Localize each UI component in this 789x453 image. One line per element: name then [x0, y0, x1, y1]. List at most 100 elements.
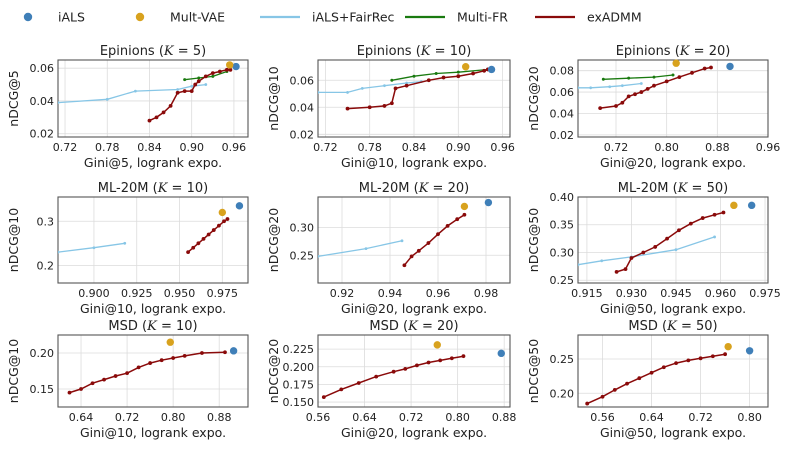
series-point-exadmm	[222, 219, 226, 224]
x-tick-label: 0.960	[705, 287, 737, 300]
title-k-value: 20	[437, 319, 454, 334]
series-point-exadmm	[67, 390, 72, 395]
series-point-exadmm	[382, 104, 387, 108]
chart-panels: 0.72 0.78 0.84 0.90 0.96 0.02 0.04 0.06 Gini@5, …	[6, 44, 781, 440]
title-paren-open: (	[673, 181, 678, 196]
x-tick-label: 0.56	[306, 411, 331, 424]
x-tick-label: 0.64	[69, 411, 94, 424]
series-point-multifr	[627, 76, 631, 80]
x-tick-label: 0.72	[399, 411, 424, 424]
x-tick-label: 0.88	[705, 141, 730, 154]
series-point-exadmm	[441, 75, 446, 80]
x-axis-label: Gini@20, logrank expo.	[600, 155, 746, 170]
series-point-exadmm	[211, 228, 216, 232]
title-k-eq: =	[687, 181, 706, 196]
panel-4: 0.900 0.925 0.950 0.975 0.2 0.3 Gini@10, logra…	[6, 181, 249, 316]
series-point-multifr	[601, 77, 605, 81]
series-point-exadmm	[403, 366, 408, 371]
axes-frame	[57, 59, 249, 138]
x-tick-label: 0.64	[352, 411, 377, 424]
series-point-exadmm	[223, 350, 227, 355]
series-point-exadmm	[455, 217, 460, 222]
x-tick-label: 0.88	[207, 411, 232, 424]
y-axis-label: nDCG@20	[526, 66, 541, 130]
series-point-exadmm	[426, 78, 431, 83]
x-tick-label: 0.950	[164, 287, 196, 300]
series-point-exadmm	[686, 358, 691, 363]
y-tick-label: 0.25	[550, 353, 575, 366]
series-group	[67, 350, 227, 395]
series-point-exadmm	[404, 83, 409, 88]
series-point-exadmm	[402, 263, 407, 268]
series-line-fairrec	[318, 240, 403, 258]
x-tick-label: 0.945	[660, 287, 692, 300]
title-paren-open: (	[153, 181, 158, 196]
series-line-exadmm	[69, 351, 226, 394]
x-tick-label: 0.930	[616, 287, 648, 300]
title-dataset: Epinions	[357, 44, 416, 59]
series-group	[58, 217, 230, 255]
series-point-exadmm	[224, 67, 229, 72]
series-point-exadmm	[677, 75, 682, 80]
title-paren-open: (	[416, 44, 421, 59]
title-paren-close: )	[723, 181, 728, 196]
title-k-eq: =	[418, 319, 437, 334]
y-tick-label: 0.04	[290, 101, 315, 114]
title-k-value: 10	[450, 44, 467, 59]
title-dataset: ML-20M	[618, 181, 673, 196]
series-point-exadmm	[645, 86, 650, 91]
title-k-symbol: K	[679, 44, 691, 59]
panel-9: 0.56 0.64 0.72 0.80 0.20 0.25 Gini@50, logrank…	[526, 319, 769, 440]
series-point-exadmm	[79, 387, 83, 391]
series-point-fairrec	[360, 86, 364, 90]
x-tick-label: 0.975	[749, 287, 781, 300]
multivae-point	[730, 201, 738, 210]
series-point-exadmm	[367, 105, 372, 110]
series-point-exadmm	[136, 365, 141, 370]
series-point-fairrec	[134, 89, 137, 93]
title-k-symbol: K	[677, 181, 689, 196]
x-tick-label: 0.96	[490, 141, 515, 154]
axes-frame	[577, 196, 769, 284]
series-point-exadmm	[148, 361, 153, 365]
series-group	[585, 352, 727, 406]
series-point-multifr	[412, 74, 416, 78]
series-point-exadmm	[200, 351, 204, 355]
title-dataset: MSD	[108, 319, 142, 334]
legend: iALS Mult-VAE iALS+FairRec Multi-FR exADMM	[23, 10, 642, 25]
series-group	[578, 210, 726, 274]
title-k-symbol: K	[666, 319, 678, 334]
multivae-point	[460, 202, 469, 211]
multivae-point	[166, 338, 174, 346]
title-k-symbol: K	[146, 319, 158, 334]
series-point-exadmm	[623, 267, 628, 272]
series-point-exadmm	[191, 245, 196, 250]
title-k-eq: =	[690, 44, 709, 59]
y-tick-label: 0.15	[30, 383, 55, 396]
series-point-exadmm	[661, 365, 666, 370]
series-group	[578, 65, 713, 111]
series-point-fairrec	[589, 86, 593, 90]
y-tick-label: 0.2	[37, 259, 55, 272]
panel-title: ML-20M (K = 10)	[98, 181, 208, 196]
title-k-eq: =	[167, 181, 186, 196]
panel-7: 0.64 0.72 0.80 0.88 0.15 0.20 Gini@10, logrank…	[6, 319, 249, 440]
panel-5: 0.92 0.94 0.96 0.98 0.25 0.30 Gini@20, logrank…	[266, 181, 511, 316]
series-point-exadmm	[339, 387, 344, 392]
x-tick-label: 0.78	[357, 141, 382, 154]
title-paren-open: (	[414, 181, 419, 196]
y-tick-label: 0.175	[283, 378, 315, 391]
series-point-fairrec	[364, 247, 368, 251]
x-axis-label: Gini@20, logrank expo.	[341, 301, 487, 316]
x-tick-label: 0.84	[137, 141, 162, 154]
x-axis-label: Gini@10, logrank expo.	[80, 425, 226, 440]
title-k-symbol: K	[418, 181, 430, 196]
series-point-fairrec	[620, 84, 624, 88]
series-point-exadmm	[171, 356, 176, 360]
series-point-exadmm	[600, 394, 605, 399]
title-paren-open: (	[675, 44, 680, 59]
series-line-exadmm	[616, 211, 724, 273]
series-point-exadmm	[426, 360, 431, 365]
series-line-exadmm	[347, 68, 489, 110]
